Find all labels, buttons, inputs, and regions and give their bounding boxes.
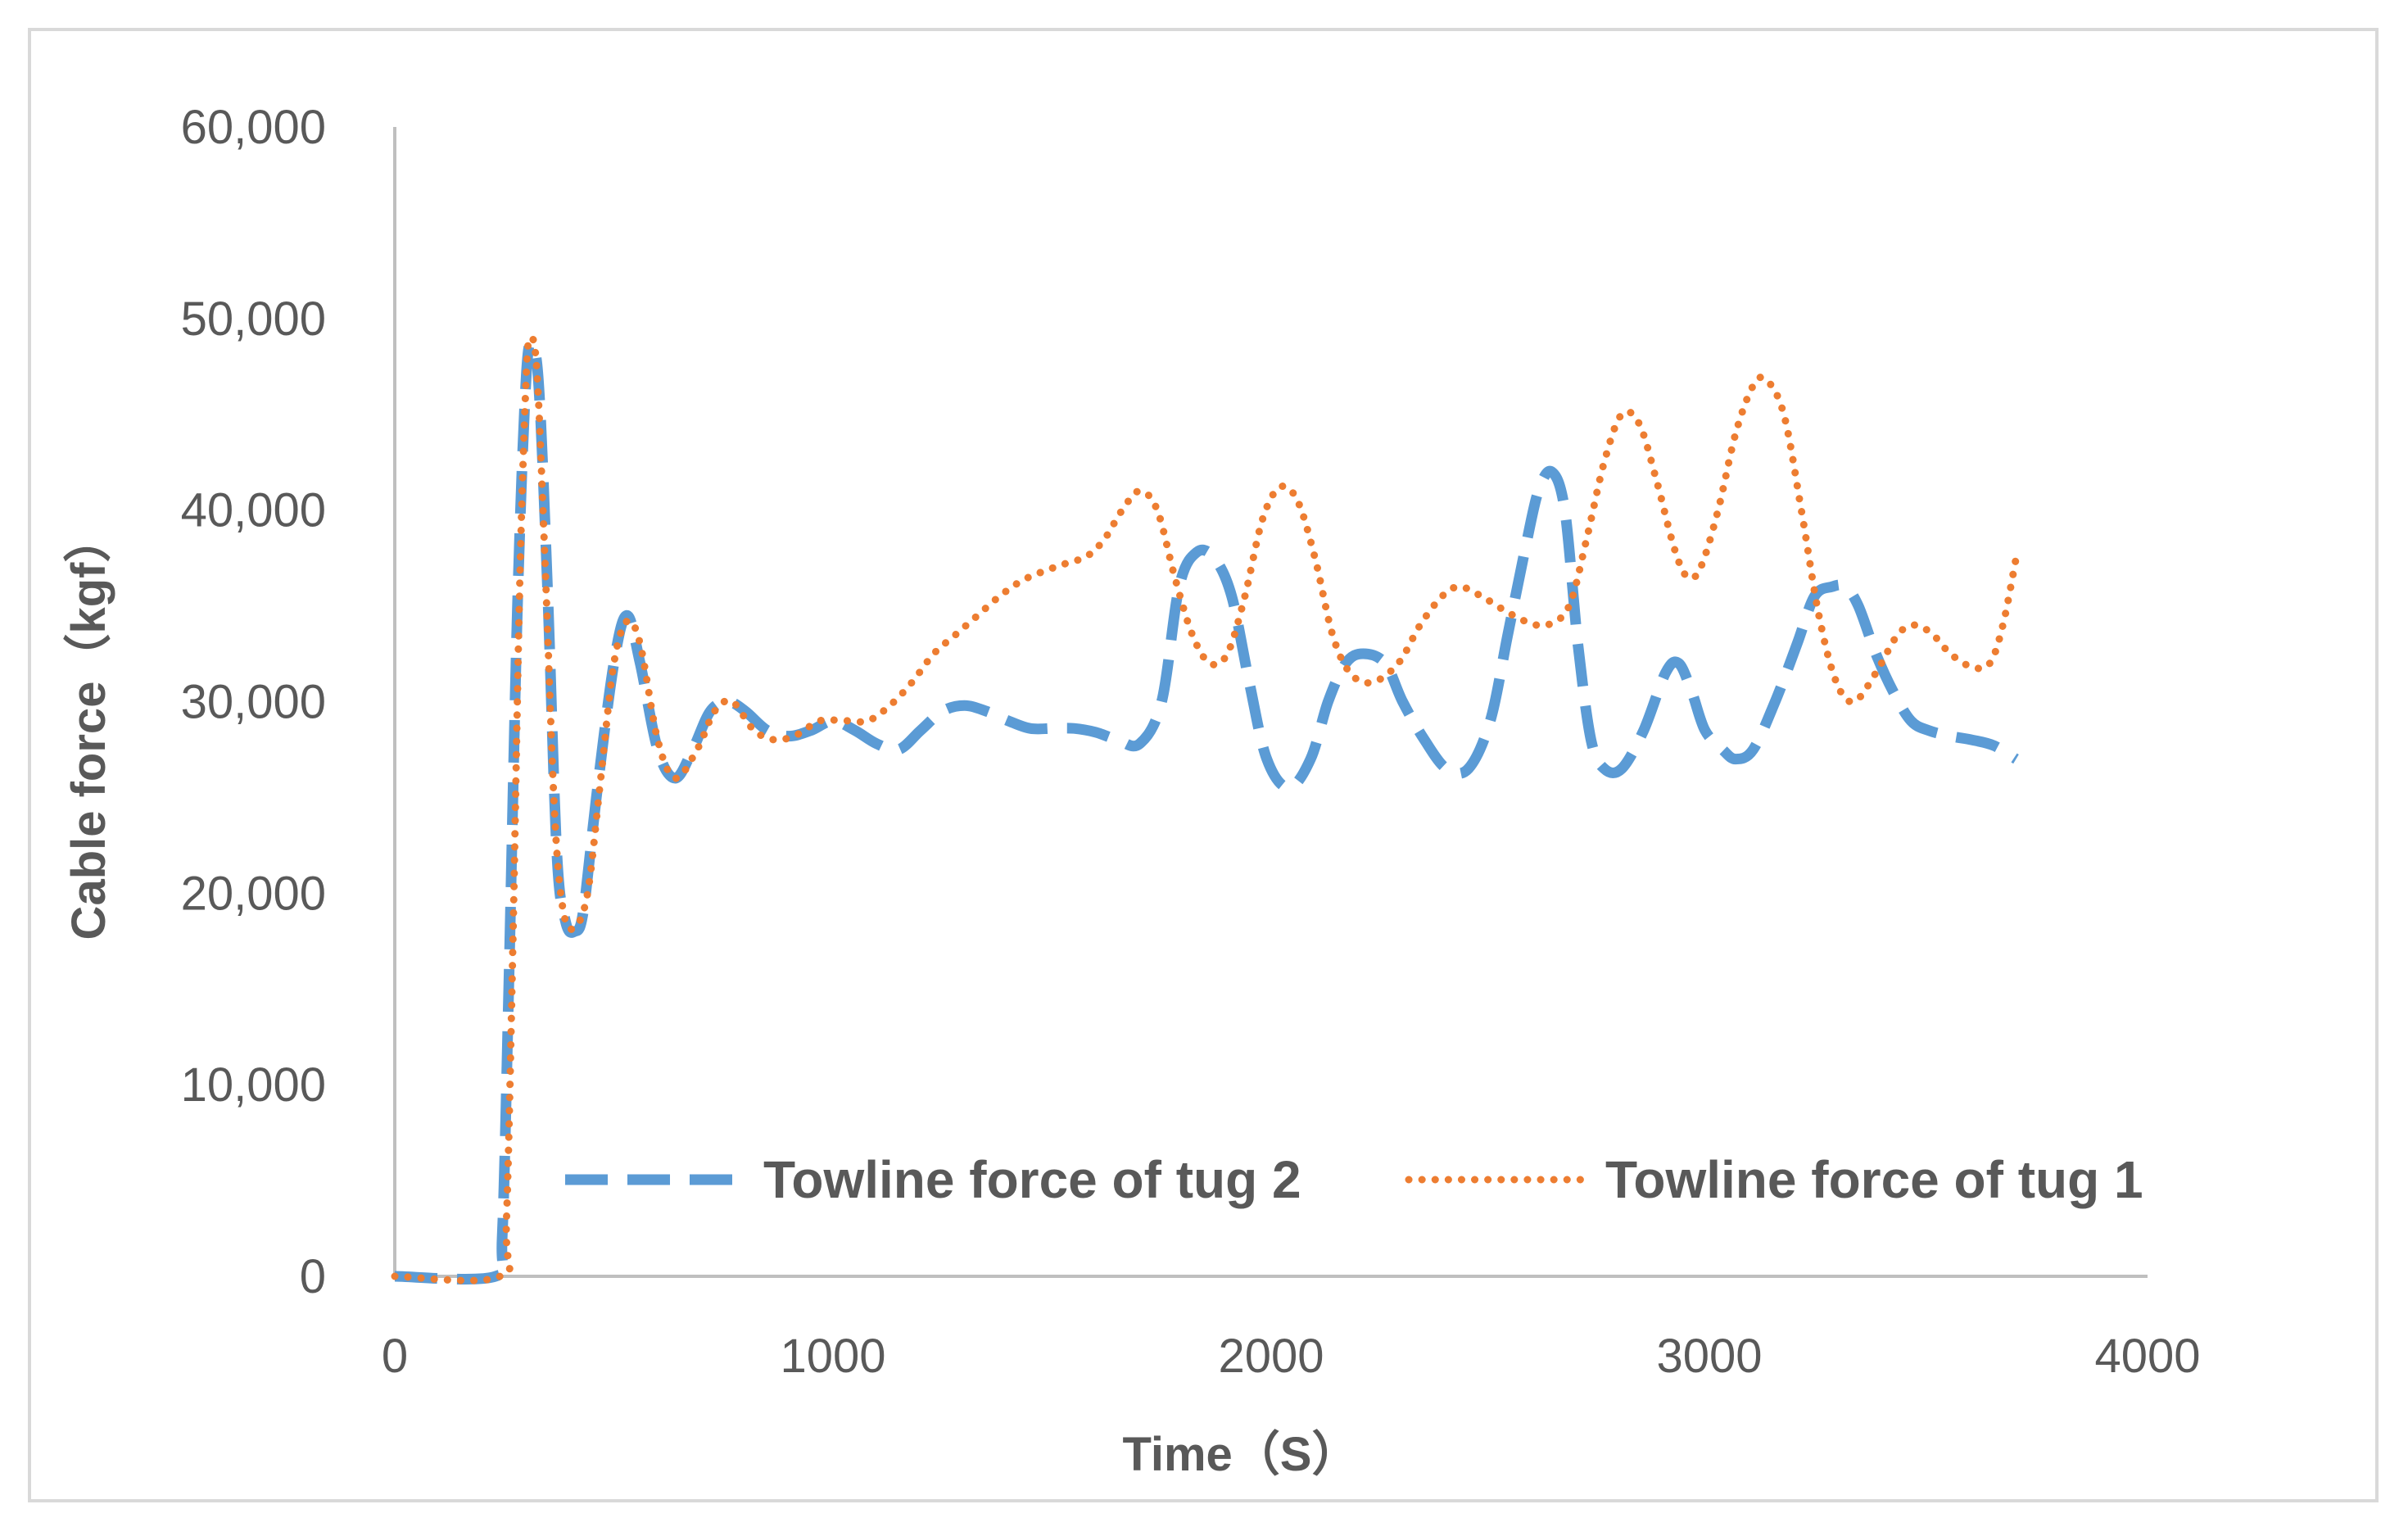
x-tick-label: 1000 xyxy=(780,1330,885,1383)
y-tick-label: 60,000 xyxy=(181,101,326,154)
series-line-tug-1 xyxy=(391,333,2020,1285)
series-layer xyxy=(391,333,2020,1285)
legend: Towline force of tug 2 Towline force of t… xyxy=(565,1150,2143,1209)
x-tick-label: 3000 xyxy=(1656,1330,1762,1383)
legend-label-tug-1: Towline force of tug 1 xyxy=(1605,1150,2143,1209)
x-axis-title: Time（S） xyxy=(1122,1428,1359,1481)
y-tick-label: 30,000 xyxy=(181,676,326,729)
legend-label-tug-2: Towline force of tug 2 xyxy=(763,1150,1301,1209)
y-tick-label: 40,000 xyxy=(181,484,326,537)
x-tick-label: 2000 xyxy=(1218,1330,1324,1383)
axes: 0 10,000 20,000 30,000 40,000 50,000 60,000 0 10… xyxy=(181,101,2201,1383)
x-tick-label: 4000 xyxy=(2094,1330,2200,1383)
chart-frame xyxy=(28,28,2379,1502)
y-tick-label: 20,000 xyxy=(181,867,326,920)
y-tick-label: 0 xyxy=(300,1250,326,1303)
series-line-tug-2 xyxy=(394,338,2019,1285)
y-axis-title: Cable force（kgf） xyxy=(62,515,115,940)
x-tick-label: 0 xyxy=(382,1330,408,1383)
y-tick-label: 50,000 xyxy=(181,292,326,346)
y-tick-label: 10,000 xyxy=(181,1058,326,1112)
